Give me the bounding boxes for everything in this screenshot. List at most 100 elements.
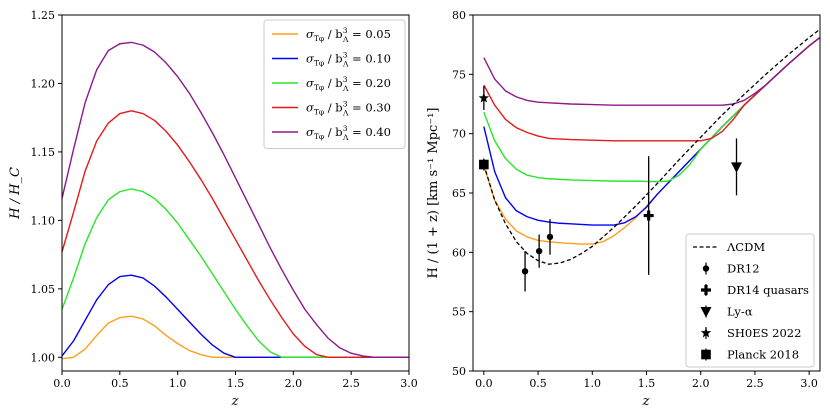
legend-label: Ly-α [727, 305, 753, 319]
left-chart-plot-area [62, 41, 409, 360]
legend-label-part: Λ [342, 109, 349, 118]
legend-label: σTφ / b3 Λ = 0.20 [306, 75, 391, 93]
right-chart: 0.0 0.5 1.0 1.5 2.0 2.5 3.0 50 55 60 65 70 75 80 z H… [426, 9, 821, 409]
legend-label-part: Tφ [314, 34, 324, 43]
x-tick-label: 0.0 [475, 377, 493, 390]
right-chart-y-ticks: 50 55 60 65 70 75 80 [452, 9, 473, 378]
plus-marker [701, 285, 712, 295]
y-tick-label: 65 [452, 187, 466, 200]
square-marker [479, 159, 489, 170]
x-tick-label: 0.5 [111, 377, 129, 390]
legend-label-part: Λ [342, 84, 349, 93]
series-line [483, 36, 820, 142]
y-tick-label: 1.05 [31, 283, 56, 296]
star-marker [478, 92, 490, 103]
y-tick-label: 70 [452, 128, 466, 141]
legend-label-part: Tφ [314, 108, 324, 117]
legend-label-part: σ [306, 125, 315, 139]
x-tick-label: 2.0 [692, 377, 710, 390]
x-tick-label: 3.0 [800, 377, 818, 390]
right-chart-x-ticks: 0.0 0.5 1.0 1.5 2.0 2.5 3.0 [475, 371, 818, 390]
left-chart-x-ticks: 0.0 0.5 1.0 1.5 2.0 2.5 3.0 [53, 371, 418, 390]
x-tick-label: 2.5 [746, 377, 764, 390]
y-tick-label: 1.15 [31, 146, 56, 159]
legend-label-part: 3 [343, 51, 348, 60]
legend-label: σTφ / b3 Λ = 0.40 [306, 124, 391, 142]
right-chart-legend: ΛCDM DR12 DR14 quasars Ly-α SH0ES 2022 Planck… [685, 233, 815, 368]
x-tick-label: 1.5 [638, 377, 656, 390]
circle-marker [702, 265, 710, 272]
series-line [62, 41, 409, 359]
y-tick-label: 80 [452, 9, 466, 22]
y-tick-label: 1.20 [31, 77, 56, 90]
x-tick-label: 1.0 [584, 377, 602, 390]
right-chart-x-label: z [642, 394, 650, 409]
series-line [62, 274, 409, 359]
x-tick-label: 1.0 [169, 377, 187, 390]
legend-label: σTφ / b3 Λ = 0.10 [306, 51, 391, 69]
x-tick-label: 1.5 [227, 377, 245, 390]
legend-label-part: = 0.30 [348, 101, 391, 115]
series-line [483, 36, 820, 226]
legend-label-part: σ [306, 76, 315, 90]
x-tick-label: 2.5 [342, 377, 360, 390]
left-chart-x-label: z [231, 394, 239, 409]
legend-label: Planck 2018 [727, 348, 799, 362]
legend-label-part: = 0.10 [348, 52, 391, 66]
legend-label: ΛCDM [726, 240, 765, 254]
triangle-down-marker [700, 307, 712, 318]
legend-label-part: 3 [343, 124, 348, 133]
series-line [483, 36, 820, 183]
series-line [62, 188, 409, 359]
y-tick-label: 55 [452, 306, 466, 319]
x-tick-label: 2.0 [285, 377, 303, 390]
right-chart-y-label: H / (1 + z) [km s⁻¹ Mpc⁻¹] [426, 108, 441, 279]
left-chart-y-ticks: 1.00 1.05 1.10 1.15 1.20 1.25 [31, 9, 62, 364]
plus-marker [643, 210, 654, 221]
legend-label-part: / b [324, 52, 343, 66]
y-tick-label: 1.00 [31, 351, 56, 364]
y-tick-label: 50 [452, 365, 466, 378]
legend-label-part: = 0.05 [348, 27, 391, 41]
square-marker [701, 349, 711, 360]
y-tick-label: 75 [452, 68, 466, 81]
legend-box [263, 19, 406, 149]
legend-label-part: / b [324, 27, 343, 41]
left-chart: 0.0 0.5 1.0 1.5 2.0 2.5 3.0 1.001.051.101.151.… [8, 9, 418, 409]
y-tick-label: 1.10 [31, 214, 56, 227]
legend-label-part: Tφ [314, 59, 324, 68]
legend-label-part: σ [306, 27, 315, 41]
legend-label: DR12 [727, 262, 760, 276]
series-line [483, 36, 820, 106]
legend-label-part: Λ [342, 60, 349, 69]
legend-label-part: Tφ [314, 83, 324, 92]
legend-label-part: 3 [343, 100, 348, 109]
right-chart-observations [478, 86, 743, 292]
series-line [62, 315, 409, 360]
legend-label-part: Λ [342, 133, 349, 142]
right-chart-plot-area [483, 28, 820, 265]
left-chart-y-label: H / H_C [8, 167, 23, 220]
series-line [483, 28, 820, 265]
legend-label-part: Λ [342, 35, 349, 44]
legend-label: DR14 quasars [727, 283, 809, 297]
legend-box [685, 233, 815, 368]
circle-marker [521, 268, 529, 275]
legend-label-part: / b [324, 125, 343, 139]
x-tick-label: 0.0 [53, 377, 71, 390]
legend-label-part: / b [324, 76, 343, 90]
legend-label: SH0ES 2022 [727, 326, 801, 340]
y-tick-label: 60 [452, 246, 466, 259]
x-tick-label: 3.0 [400, 377, 418, 390]
legend-label-part: = 0.40 [348, 125, 391, 139]
y-tick-label: 1.25 [31, 9, 56, 22]
legend-label: σTφ / b3 Λ = 0.05 [306, 26, 391, 44]
legend-label-part: 3 [343, 26, 348, 35]
star-marker [700, 327, 712, 338]
legend-label: σTφ / b3 Λ = 0.30 [306, 100, 391, 118]
legend-label-part: Tφ [314, 132, 324, 141]
legend-label-part: 3 [343, 75, 348, 84]
legend-label-part: / b [324, 101, 343, 115]
